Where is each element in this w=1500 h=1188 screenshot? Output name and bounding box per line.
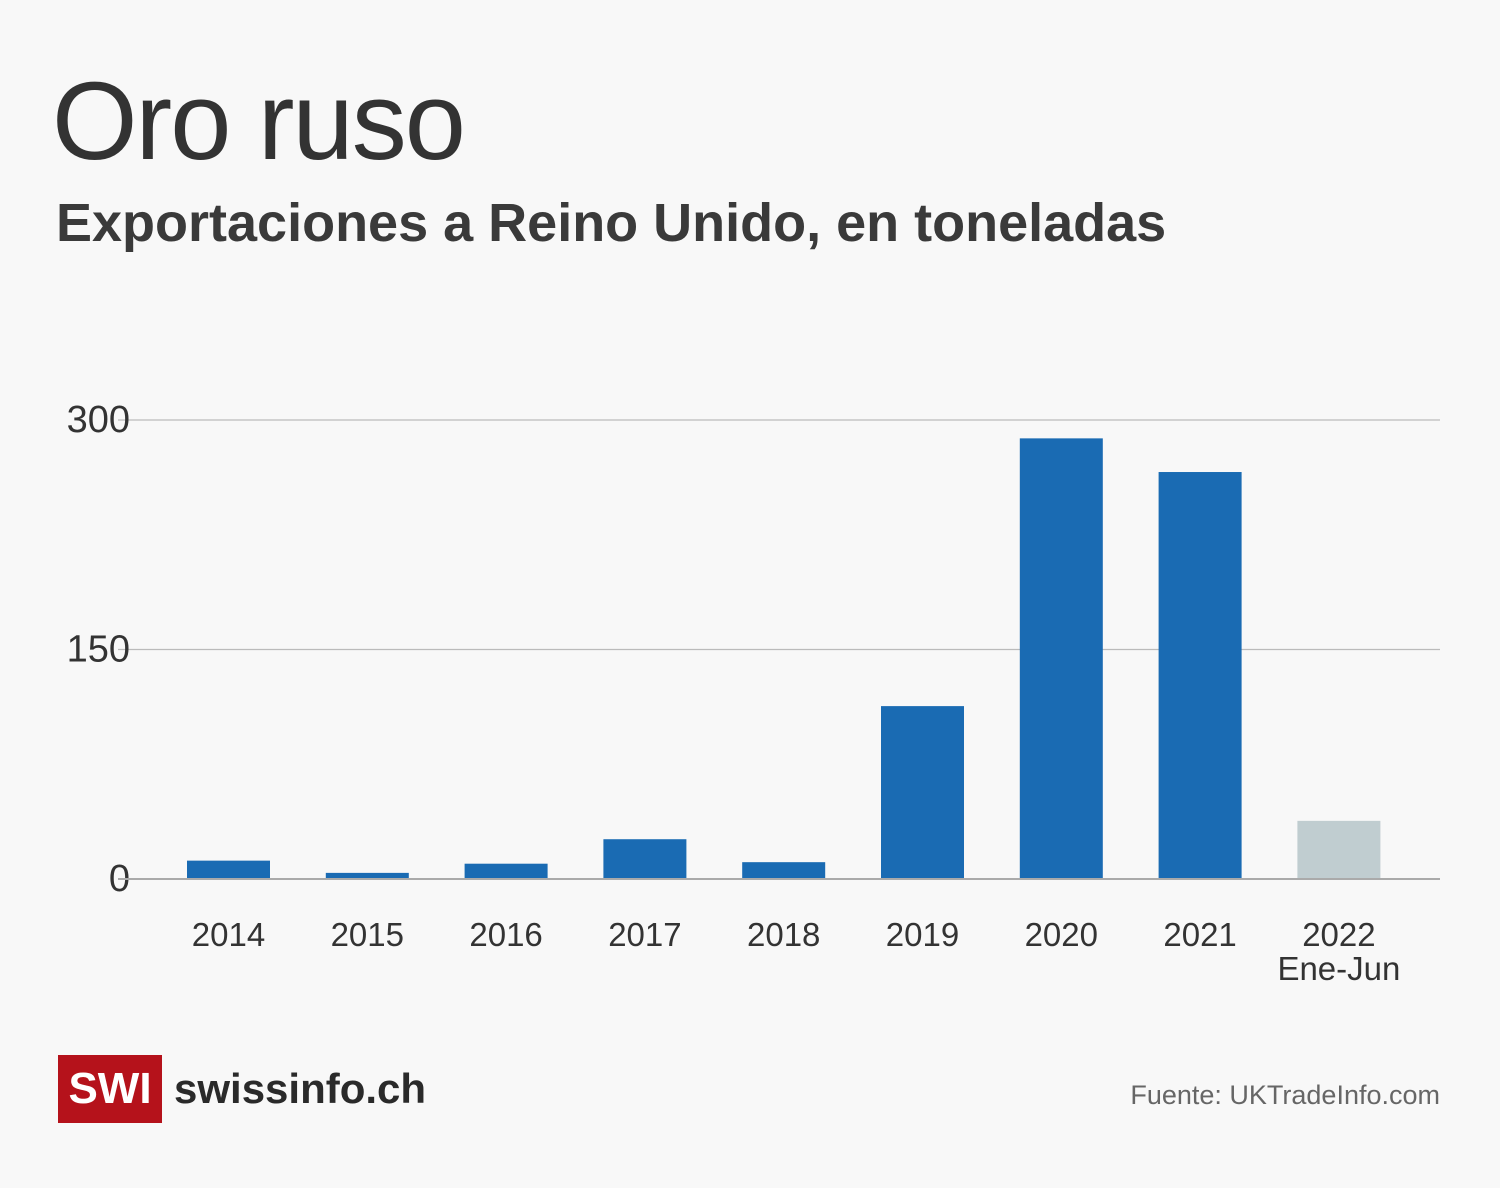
bar-2021 xyxy=(1158,472,1242,879)
source-note: Fuente: UKTradeInfo.com xyxy=(1130,1080,1440,1110)
x-tick-label: 2018 xyxy=(747,916,820,953)
y-tick-label: 300 xyxy=(67,399,130,441)
y-tick-label: 150 xyxy=(67,629,130,671)
bar-2020 xyxy=(1019,438,1103,879)
swissinfo-logo: SWI swissinfo.ch xyxy=(58,1055,426,1123)
x-tick-label: 2022 xyxy=(1302,916,1375,953)
bar-2014 xyxy=(187,860,270,879)
x-tick-label: 2019 xyxy=(886,916,959,953)
x-tick-sublabel: Ene-Jun xyxy=(1277,950,1400,987)
x-tick-label: 2021 xyxy=(1163,916,1236,953)
x-tick-label: 2014 xyxy=(192,916,265,953)
bar-2018 xyxy=(742,862,826,879)
swi-logo-mark: SWI xyxy=(58,1055,162,1123)
bar-2019 xyxy=(881,706,964,879)
bar-2022 xyxy=(1297,820,1381,879)
x-tick-label: 2020 xyxy=(1025,916,1098,953)
chart-subtitle: Exportaciones a Reino Unido, en tonelada… xyxy=(56,193,1167,253)
bar-2015 xyxy=(325,872,409,879)
bar-2017 xyxy=(603,839,687,879)
logo-text: swissinfo.ch xyxy=(174,1065,427,1112)
x-tick-label: 2016 xyxy=(469,916,542,953)
bar-2016 xyxy=(464,863,548,879)
x-tick-label: 2017 xyxy=(608,916,681,953)
chart-title: Oro ruso xyxy=(52,60,466,183)
x-tick-label: 2015 xyxy=(331,916,404,953)
